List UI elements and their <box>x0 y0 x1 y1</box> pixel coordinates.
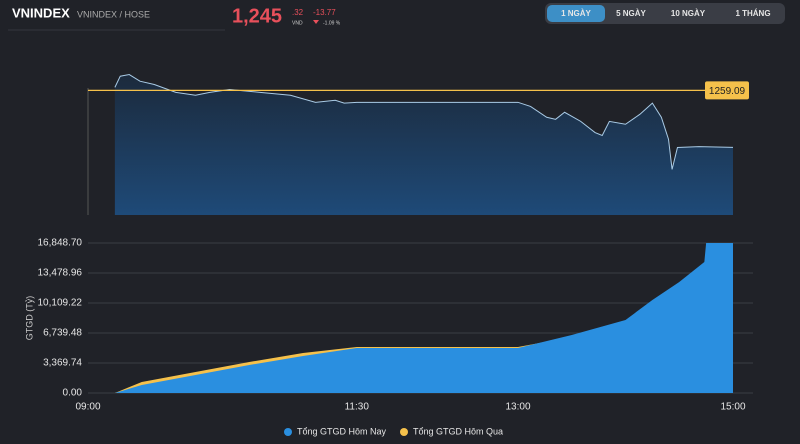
price-line <box>114 74 734 170</box>
x-tick-label: 13:00 <box>505 402 530 413</box>
y-tick-label: 16,848.70 <box>38 238 83 249</box>
area <box>114 242 733 393</box>
y-tick-label: 6,739.48 <box>43 328 82 339</box>
x-tick-label: 09:00 <box>75 402 100 413</box>
price: 1,245 <box>232 5 282 27</box>
y-axis-label: GTGD (Tỷ) <box>24 296 34 341</box>
y-tick-label: 13,478.96 <box>38 268 83 279</box>
legend-marker[interactable] <box>284 428 292 436</box>
y-tick-label: 10,109.22 <box>38 298 83 309</box>
x-tick-label: 11:30 <box>345 402 370 413</box>
legend-label[interactable]: Tổng GTGD Hôm Qua <box>413 426 503 436</box>
y-tick-label: 0.00 <box>63 388 83 399</box>
currency: VND <box>292 20 303 26</box>
down-arrow <box>313 20 319 24</box>
symbol: VNINDEX <box>12 5 70 20</box>
change-pct: -1.09 % <box>323 20 341 26</box>
price-area <box>114 74 733 215</box>
change: -13.77 <box>313 8 336 17</box>
price-decimal: .32 <box>292 8 304 17</box>
reference-label: 1259.09 <box>709 86 746 97</box>
y-tick-label: 3,369.74 <box>43 358 82 369</box>
legend-label[interactable]: Tổng GTGD Hôm Nay <box>297 426 387 436</box>
exchange: VNINDEX / HOSE <box>77 9 150 19</box>
reference-badge <box>705 81 749 100</box>
tab[interactable]: 1 NGÀY <box>561 9 591 18</box>
tab-group <box>545 3 785 24</box>
tab[interactable]: 5 NGÀY <box>616 9 646 18</box>
legend-marker[interactable] <box>400 428 408 436</box>
tab[interactable]: 10 NGÀY <box>671 9 706 18</box>
tab[interactable]: 1 THÁNG <box>735 9 770 18</box>
x-tick-label: 15:00 <box>720 402 745 413</box>
tab-active <box>547 5 605 22</box>
